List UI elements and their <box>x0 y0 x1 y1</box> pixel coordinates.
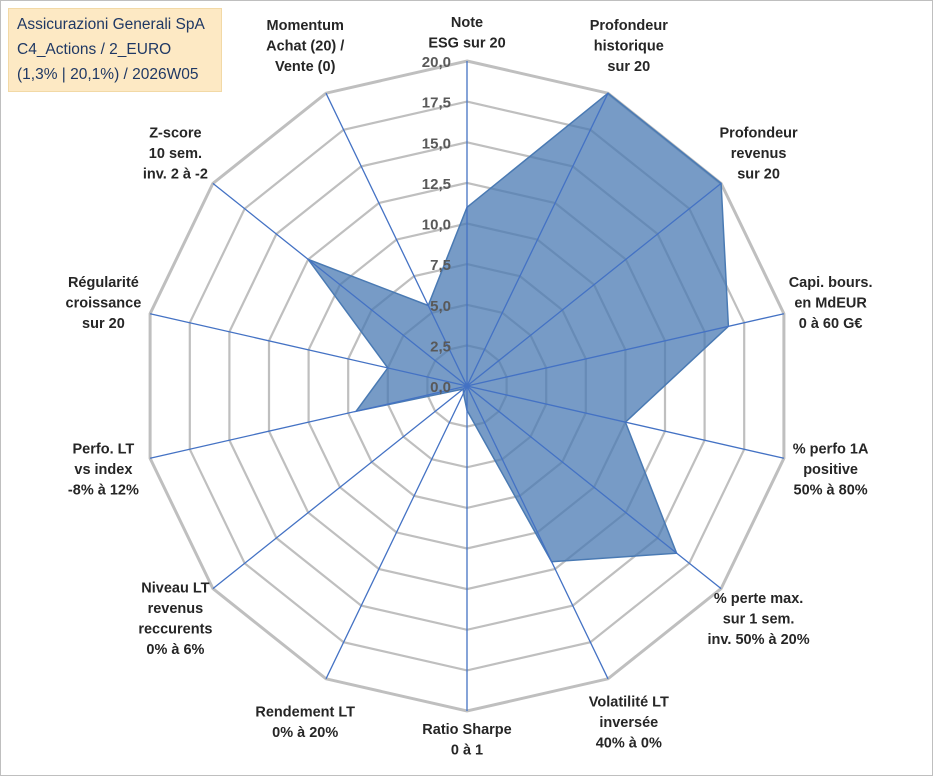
category-label-8-line-0: Rendement LT <box>255 705 355 721</box>
category-label-0-line-0: Note <box>451 15 483 31</box>
category-label-5-line-2: inv. 50% à 20% <box>708 632 810 648</box>
category-label-9-line-0: Niveau LT <box>141 581 209 597</box>
title-line-1: Assicurazioni Generali SpA <box>17 16 205 33</box>
category-label-4: % perfo 1A positive 50% à 80% <box>793 441 869 498</box>
category-label-0: Note ESG sur 20 <box>428 15 505 52</box>
spoke-5 <box>466 385 722 590</box>
category-label-11-line-2: sur 20 <box>82 316 125 332</box>
title-line-2: C4_Actions / 2_EURO <box>17 41 172 58</box>
category-label-3-line-0: Capi. bours. <box>789 275 873 291</box>
category-label-0-line-1: ESG sur 20 <box>428 36 505 52</box>
category-label-1-line-0: Profondeur <box>590 18 668 34</box>
category-label-9-line-2: reccurents <box>138 622 212 638</box>
category-label-6-line-2: 40% à 0% <box>596 735 662 751</box>
tick-label-1: 2,5 <box>430 338 451 355</box>
tick-label-7: 17,5 <box>422 95 451 112</box>
category-label-9-line-1: revenus <box>148 601 204 617</box>
category-label-12: Z-score 10 sem. inv. 2 à -2 <box>143 126 208 183</box>
spoke-4 <box>466 385 785 459</box>
spoke-6 <box>466 385 609 680</box>
category-label-2: Profondeur revenus sur 20 <box>720 126 798 183</box>
category-label-11: Régularité croissance sur 20 <box>66 275 142 332</box>
spoke-3 <box>466 313 785 387</box>
category-label-4-line-2: 50% à 80% <box>794 482 868 498</box>
category-label-9: Niveau LT revenus reccurents 0% à 6% <box>138 581 212 659</box>
category-label-13-line-1: Achat (20) / <box>266 39 344 55</box>
category-label-13: Momentum Achat (20) / Vente (0) <box>266 18 344 75</box>
category-label-3-line-2: 0 à 60 G€ <box>799 316 863 332</box>
tick-label-0: 0,0 <box>430 379 451 396</box>
category-label-7: Ratio Sharpe 0 à 1 <box>422 722 511 759</box>
category-label-1: Profondeur historique sur 20 <box>590 18 668 75</box>
spoke-2 <box>466 182 722 387</box>
title-box: Assicurazioni Generali SpA C4_Actions / … <box>8 8 222 92</box>
category-label-6: Volatilité LT inversée 40% à 0% <box>589 694 669 751</box>
spoke-8 <box>325 385 468 680</box>
category-label-12-line-1: 10 sem. <box>149 146 202 162</box>
spoke-10 <box>149 385 468 459</box>
category-label-4-line-1: positive <box>803 462 858 478</box>
category-label-13-line-2: Vente (0) <box>275 59 336 75</box>
category-label-8: Rendement LT 0% à 20% <box>255 705 355 742</box>
category-label-12-line-0: Z-score <box>149 126 201 142</box>
spoke-13 <box>325 92 468 387</box>
category-label-9-line-3: 0% à 6% <box>146 642 204 658</box>
radar-category-labels: Note ESG sur 20 Profondeur historique sur 20… <box>66 15 873 759</box>
category-label-10-line-2: -8% à 12% <box>68 482 139 498</box>
category-label-2-line-0: Profondeur <box>720 126 798 142</box>
category-label-5-line-1: sur 1 sem. <box>723 611 795 627</box>
category-label-12-line-2: inv. 2 à -2 <box>143 167 208 183</box>
category-label-10-line-0: Perfo. LT <box>73 441 135 457</box>
category-label-6-line-1: inversée <box>599 715 658 731</box>
radar-axes <box>149 61 785 711</box>
category-label-5: % perte max. sur 1 sem. inv. 50% à 20% <box>708 591 810 648</box>
tick-label-6: 15,0 <box>422 135 451 152</box>
category-label-10: Perfo. LT vs index -8% à 12% <box>68 441 139 498</box>
category-label-2-line-2: sur 20 <box>737 167 780 183</box>
category-label-3: Capi. bours. en MdEUR 0 à 60 G€ <box>789 275 873 332</box>
radar-tick-labels: 0,0 2,5 5,0 7,5 10,0 12,5 15,0 17,5 20,0 <box>422 54 451 396</box>
category-label-6-line-0: Volatilité LT <box>589 694 669 710</box>
category-label-3-line-1: en MdEUR <box>794 296 867 312</box>
category-label-10-line-1: vs index <box>74 462 132 478</box>
category-label-7-line-0: Ratio Sharpe <box>422 722 511 738</box>
category-label-1-line-1: historique <box>594 39 664 55</box>
spoke-11 <box>149 313 468 387</box>
tick-label-3: 7,5 <box>430 257 451 274</box>
tick-label-8: 20,0 <box>422 54 451 71</box>
category-label-5-line-0: % perte max. <box>714 591 803 607</box>
category-label-4-line-0: % perfo 1A <box>793 441 869 457</box>
category-label-1-line-2: sur 20 <box>607 59 650 75</box>
category-label-2-line-1: revenus <box>731 146 787 162</box>
category-label-11-line-0: Régularité <box>68 275 139 291</box>
category-label-8-line-1: 0% à 20% <box>272 725 338 741</box>
category-label-13-line-0: Momentum <box>267 18 344 34</box>
tick-label-5: 12,5 <box>422 176 451 193</box>
category-label-11-line-1: croissance <box>66 296 142 312</box>
category-label-7-line-1: 0 à 1 <box>451 743 483 759</box>
tick-label-4: 10,0 <box>422 217 451 234</box>
tick-label-2: 5,0 <box>430 298 451 315</box>
spoke-12 <box>212 182 468 387</box>
title-line-3: (1,3% | 20,1%) / 2026W05 <box>17 66 199 83</box>
spoke-9 <box>212 385 468 590</box>
spoke-1 <box>466 92 609 387</box>
